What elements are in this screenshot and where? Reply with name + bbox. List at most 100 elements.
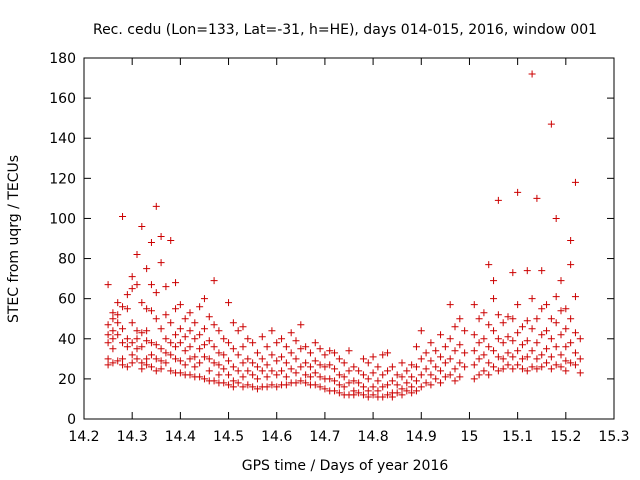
data-point	[538, 351, 546, 359]
data-point	[547, 353, 555, 361]
data-point	[567, 315, 575, 323]
y-tick-label: 120	[49, 171, 76, 187]
data-point	[567, 261, 575, 269]
x-tick-label: 14.4	[165, 429, 196, 445]
data-point	[403, 379, 411, 387]
data-point	[533, 194, 541, 202]
data-point	[533, 355, 541, 363]
data-point	[533, 315, 541, 323]
plot-frame	[83, 57, 615, 420]
data-point	[499, 339, 507, 347]
data-point	[220, 351, 228, 359]
data-point	[143, 327, 151, 335]
data-point	[128, 319, 136, 327]
data-point	[417, 327, 425, 335]
data-point	[576, 335, 584, 343]
data-point	[152, 315, 160, 323]
data-point	[355, 367, 363, 375]
data-point	[384, 367, 392, 375]
data-point	[172, 343, 180, 351]
data-point	[157, 365, 165, 373]
data-point	[244, 355, 252, 363]
data-points	[104, 70, 584, 401]
data-point	[205, 367, 213, 375]
y-tick-label: 60	[58, 292, 76, 308]
data-point	[157, 232, 165, 240]
data-point	[494, 196, 502, 204]
data-point	[157, 259, 165, 267]
data-point	[225, 339, 233, 347]
data-point	[186, 355, 194, 363]
data-point	[494, 353, 502, 361]
data-point	[147, 363, 155, 371]
chart-title: Rec. cedu (Lon=133, Lat=-31, h=HE), days…	[93, 22, 597, 38]
data-point	[302, 371, 310, 379]
data-point	[345, 347, 353, 355]
data-point	[162, 283, 170, 291]
data-point	[292, 369, 300, 377]
data-point	[311, 339, 319, 347]
data-point	[244, 381, 252, 389]
data-point	[282, 343, 290, 351]
data-point	[133, 355, 141, 363]
x-tick-label: 15	[461, 429, 479, 445]
data-point	[229, 319, 237, 327]
data-point	[369, 383, 377, 391]
data-point	[480, 309, 488, 317]
data-point	[133, 281, 141, 289]
data-point	[196, 303, 204, 311]
data-point	[287, 329, 295, 337]
data-point	[326, 375, 334, 383]
data-point	[191, 335, 199, 343]
data-point	[403, 367, 411, 375]
data-point	[239, 359, 247, 367]
data-point	[369, 353, 377, 361]
data-point	[432, 363, 440, 371]
data-point	[475, 339, 483, 347]
data-point	[359, 383, 367, 391]
data-point	[273, 339, 281, 347]
data-point	[138, 343, 146, 351]
data-point	[398, 385, 406, 393]
data-point	[490, 347, 498, 355]
data-point	[384, 391, 392, 399]
data-point	[335, 355, 343, 363]
data-point	[172, 331, 180, 339]
data-point	[417, 383, 425, 391]
data-point	[514, 188, 522, 196]
data-point	[331, 349, 339, 357]
data-point	[104, 361, 112, 369]
x-tick-label: 14.9	[406, 429, 437, 445]
data-point	[147, 339, 155, 347]
data-point	[306, 349, 314, 357]
data-point	[398, 391, 406, 399]
data-point	[200, 325, 208, 333]
data-point	[316, 373, 324, 381]
data-point	[311, 357, 319, 365]
data-point	[220, 365, 228, 373]
data-point	[215, 327, 223, 335]
data-point	[143, 337, 151, 345]
data-point	[253, 385, 261, 393]
data-point	[393, 389, 401, 397]
data-point	[249, 371, 257, 379]
data-point	[138, 365, 146, 373]
data-point	[282, 381, 290, 389]
data-point	[490, 295, 498, 303]
data-point	[456, 359, 464, 367]
data-point	[475, 315, 483, 323]
data-point	[456, 341, 464, 349]
data-point	[571, 349, 579, 357]
data-point	[393, 371, 401, 379]
data-point	[480, 351, 488, 359]
data-point	[379, 371, 387, 379]
data-point	[278, 367, 286, 375]
data-point	[374, 363, 382, 371]
data-point	[114, 299, 122, 307]
data-point	[297, 321, 305, 329]
data-point	[138, 359, 146, 367]
data-point	[109, 315, 117, 323]
data-point	[253, 363, 261, 371]
data-point	[543, 359, 551, 367]
data-point	[234, 327, 242, 335]
